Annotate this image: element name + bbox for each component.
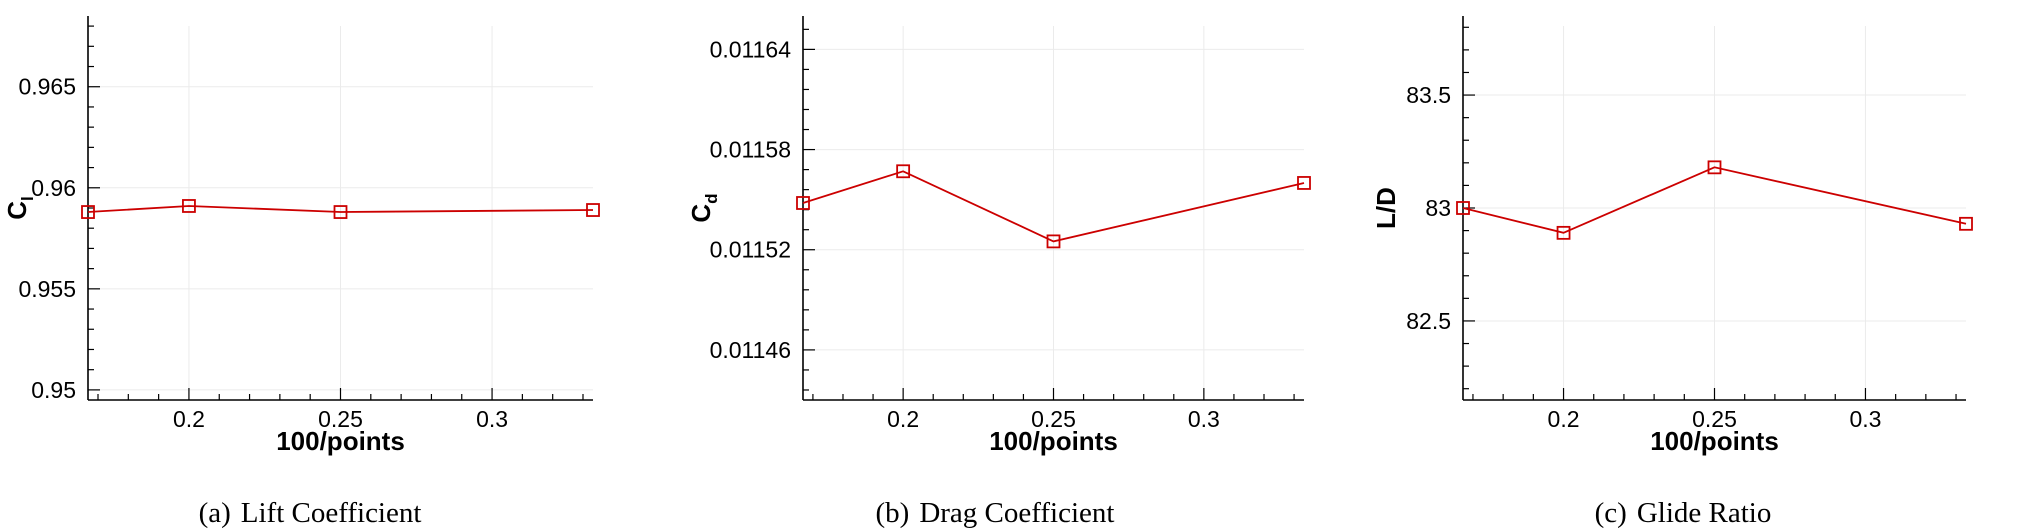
subfigure-caption: (b) Drag Coefficient bbox=[876, 497, 1115, 529]
series-line bbox=[1462, 166, 1967, 234]
y-axis-label: L/D bbox=[1371, 187, 1401, 229]
y-axis-label-main: C bbox=[686, 204, 716, 223]
y-tick-label: 0.01146 bbox=[710, 337, 791, 363]
caption-tag: (b) bbox=[876, 497, 910, 529]
chart-glide: 82.5 83 83.5 0.2 0.25 0.3 100/points L/D (c) Glid… bbox=[1371, 16, 1973, 529]
x-axis-label: 100/points bbox=[1650, 426, 1779, 456]
data-point-marker bbox=[1297, 176, 1311, 190]
data-point-marker bbox=[586, 203, 600, 217]
data-point-marker bbox=[81, 205, 95, 219]
y-tick-label: 0.965 bbox=[18, 74, 76, 100]
series-line bbox=[87, 205, 594, 213]
data-point-marker bbox=[796, 196, 810, 210]
data-point-marker bbox=[333, 205, 348, 219]
data-point-marker bbox=[1707, 160, 1722, 175]
data-point-marker bbox=[1959, 216, 1973, 231]
data-point-marker bbox=[1046, 234, 1061, 249]
x-tick-label: 0.25 bbox=[1692, 406, 1737, 432]
y-axis-label-main: C bbox=[2, 201, 32, 220]
y-tick-label: 82.5 bbox=[1406, 308, 1451, 334]
y-axis-label-main: L/D bbox=[1371, 187, 1401, 229]
y-tick-label: 83.5 bbox=[1406, 82, 1451, 108]
x-tick-label: 0.3 bbox=[1188, 406, 1220, 432]
y-tick-label: 0.95 bbox=[31, 377, 76, 403]
y-axis-label: Cl bbox=[2, 196, 37, 220]
caption-text: Glide Ratio bbox=[1637, 497, 1772, 529]
chart-drag: 0.01146 0.01152 0.01158 0.01164 0.2 0.25 0.3 10… bbox=[686, 16, 1311, 529]
subfigure-caption: (a) Lift Coefficient bbox=[199, 497, 422, 529]
x-tick-label: 0.2 bbox=[887, 406, 919, 432]
y-axis-label-subscript: l bbox=[18, 196, 37, 201]
x-tick-label: 0.25 bbox=[318, 406, 363, 432]
y-tick-label: 0.01164 bbox=[710, 36, 792, 62]
x-tick-label: 0.3 bbox=[476, 406, 508, 432]
x-tick-label: 0.3 bbox=[1849, 406, 1881, 432]
series-line bbox=[802, 170, 1305, 243]
caption-text: Drag Coefficient bbox=[919, 497, 1114, 529]
chart-lift: 0.95 0.955 0.96 0.965 0.2 0.25 0.3 100/points Cl… bbox=[2, 16, 600, 529]
x-axis-label: 100/points bbox=[989, 426, 1118, 456]
x-tick-label: 0.2 bbox=[1548, 406, 1580, 432]
y-tick-label: 83 bbox=[1425, 195, 1451, 221]
x-tick-label: 0.25 bbox=[1031, 406, 1076, 432]
subfigure-caption: (c) Glide Ratio bbox=[1595, 497, 1772, 529]
y-tick-label: 0.01158 bbox=[710, 137, 791, 163]
data-point-marker bbox=[182, 199, 196, 213]
x-axis-label: 100/points bbox=[276, 426, 405, 456]
data-point-marker bbox=[896, 164, 911, 179]
y-tick-label: 0.96 bbox=[31, 175, 76, 201]
caption-tag: (c) bbox=[1595, 497, 1627, 529]
caption-tag: (a) bbox=[199, 497, 231, 529]
y-axis-label: Cd bbox=[686, 193, 721, 222]
y-tick-label: 0.01152 bbox=[710, 237, 791, 263]
data-point-marker bbox=[1556, 225, 1571, 240]
data-point-marker bbox=[1456, 201, 1470, 215]
caption-text: Lift Coefficient bbox=[241, 497, 422, 529]
y-tick-label: 0.955 bbox=[18, 276, 76, 302]
x-tick-label: 0.2 bbox=[173, 406, 205, 432]
y-axis-label-subscript: d bbox=[702, 193, 721, 203]
